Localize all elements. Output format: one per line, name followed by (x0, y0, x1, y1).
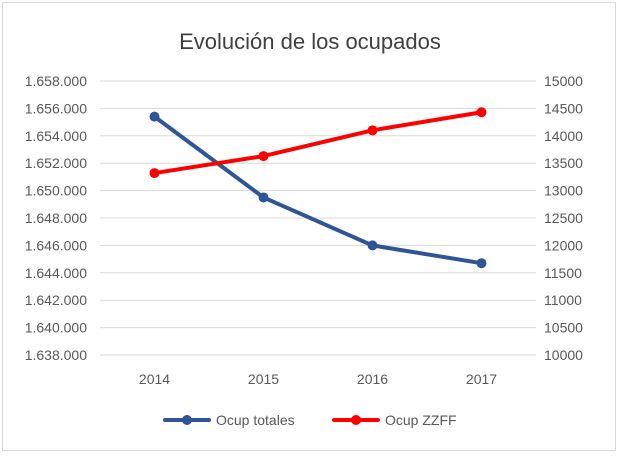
series-line-ocup-zzff (152, 110, 484, 176)
right-tick-label: 12000 (544, 237, 583, 253)
series-line-ocup-totales (152, 114, 484, 266)
right-tick-label: 14500 (544, 100, 583, 116)
left-tick-label: 1.642.000 (25, 292, 87, 308)
right-tick-label: 15000 (544, 73, 583, 89)
legend-marker-ocup-zzff (351, 415, 361, 425)
left-tick-label: 1.650.000 (25, 183, 87, 199)
x-tick-label: 2017 (466, 371, 497, 387)
data-point-ocup-totales (476, 258, 487, 269)
data-point-ocup-zzff (367, 125, 378, 136)
legend-label-ocup-zzff: Ocup ZZFF (385, 412, 457, 428)
right-tick-label: 13500 (544, 155, 583, 171)
chart-frame: Evolución de los ocupados 1.638.000 1.640… (2, 2, 616, 451)
x-tick-label: 2014 (139, 371, 170, 387)
data-point-ocup-totales (367, 240, 378, 251)
right-tick-label: 10000 (544, 347, 583, 363)
right-tick-label: 11500 (544, 265, 582, 281)
series-group (149, 107, 487, 269)
right-tick-label: 14000 (544, 128, 583, 144)
line-chart: Evolución de los ocupados 1.638.000 1.640… (25, 29, 583, 428)
right-tick-label: 11000 (544, 292, 582, 308)
left-tick-label: 1.656.000 (25, 100, 87, 116)
left-tick-label: 1.644.000 (25, 265, 87, 281)
right-tick-label: 10500 (544, 320, 583, 336)
left-tick-label: 1.640.000 (25, 320, 87, 336)
data-point-ocup-zzff (476, 107, 487, 118)
left-tick-label: 1.652.000 (25, 155, 87, 171)
chart-title: Evolución de los ocupados (179, 29, 441, 54)
right-axis-ticks: 10000 10500 11000 11500 12000 12500 13000 13500… (544, 73, 583, 363)
left-axis-ticks: 1.638.000 1.640.000 1.642.000 1.644.000 1.64… (25, 73, 87, 363)
gridlines (100, 80, 536, 356)
data-point-ocup-zzff (149, 168, 160, 179)
legend-marker-ocup-totales (182, 415, 192, 425)
left-tick-label: 1.648.000 (25, 210, 87, 226)
data-point-ocup-zzff (258, 151, 269, 162)
data-point-ocup-totales (258, 192, 269, 203)
left-tick-label: 1.654.000 (25, 128, 87, 144)
legend-label-ocup-totales: Ocup totales (216, 412, 295, 428)
x-tick-label: 2015 (248, 371, 279, 387)
left-tick-label: 1.638.000 (25, 347, 87, 363)
legend: Ocup totales Ocup ZZFF (163, 412, 457, 428)
right-tick-label: 13000 (544, 183, 583, 199)
data-point-ocup-totales (149, 111, 160, 122)
x-axis-ticks: 2014 2015 2016 2017 (139, 371, 497, 387)
right-tick-label: 12500 (544, 210, 583, 226)
left-tick-label: 1.658.000 (25, 73, 87, 89)
x-tick-label: 2016 (357, 371, 388, 387)
left-tick-label: 1.646.000 (25, 237, 87, 253)
